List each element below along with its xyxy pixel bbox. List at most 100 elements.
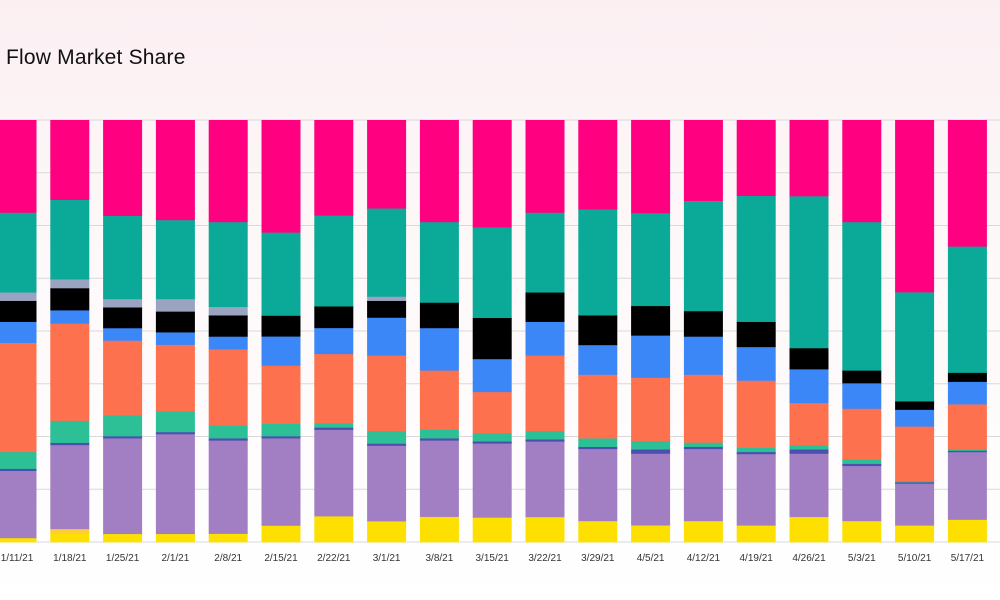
bar-segment[interactable] bbox=[0, 468, 37, 472]
bar-segment[interactable] bbox=[208, 425, 248, 439]
bar-segment[interactable] bbox=[525, 321, 565, 356]
bar-segment[interactable] bbox=[103, 298, 143, 308]
bar-segment[interactable] bbox=[736, 321, 776, 348]
bar-segment[interactable] bbox=[208, 120, 248, 223]
bar-segment[interactable] bbox=[50, 310, 90, 324]
bar-segment[interactable] bbox=[419, 516, 459, 543]
bar-segment[interactable] bbox=[947, 372, 987, 382]
bar-segment[interactable] bbox=[578, 446, 618, 450]
bar-segment[interactable] bbox=[947, 120, 987, 247]
bar-segment[interactable] bbox=[155, 298, 195, 312]
bar-segment[interactable] bbox=[155, 120, 195, 221]
bar-segment[interactable] bbox=[631, 525, 671, 543]
bar-segment[interactable] bbox=[947, 246, 987, 373]
bar-segment[interactable] bbox=[736, 525, 776, 543]
bar-segment[interactable] bbox=[947, 404, 987, 450]
bar-segment[interactable] bbox=[683, 446, 723, 450]
bar-segment[interactable] bbox=[789, 120, 829, 197]
bar-segment[interactable] bbox=[103, 415, 143, 437]
bar-segment[interactable] bbox=[842, 408, 882, 460]
bar-segment[interactable] bbox=[50, 120, 90, 200]
bar-segment[interactable] bbox=[0, 342, 37, 453]
bar-segment[interactable] bbox=[0, 451, 37, 469]
bar-segment[interactable] bbox=[155, 411, 195, 433]
bar-segment[interactable] bbox=[472, 391, 512, 434]
bar-segment[interactable] bbox=[419, 327, 459, 371]
bar-segment[interactable] bbox=[103, 307, 143, 329]
bar-segment[interactable] bbox=[50, 442, 90, 446]
bar-segment[interactable] bbox=[155, 433, 195, 535]
bar-segment[interactable] bbox=[419, 438, 459, 441]
bar-segment[interactable] bbox=[314, 422, 354, 428]
bar-segment[interactable] bbox=[314, 306, 354, 329]
bar-segment[interactable] bbox=[842, 382, 882, 409]
bar-segment[interactable] bbox=[947, 519, 987, 543]
bar-segment[interactable] bbox=[789, 516, 829, 543]
bar-segment[interactable] bbox=[736, 195, 776, 322]
bar-segment[interactable] bbox=[472, 443, 512, 518]
bar-segment[interactable] bbox=[683, 374, 723, 443]
bar-segment[interactable] bbox=[525, 292, 565, 322]
bar-segment[interactable] bbox=[736, 447, 776, 453]
bar-segment[interactable] bbox=[419, 429, 459, 439]
bar-segment[interactable] bbox=[314, 120, 354, 216]
bar-segment[interactable] bbox=[208, 315, 248, 337]
bar-segment[interactable] bbox=[419, 370, 459, 431]
bar-segment[interactable] bbox=[947, 450, 987, 453]
bar-segment[interactable] bbox=[367, 443, 407, 446]
bar-segment[interactable] bbox=[419, 440, 459, 517]
bar-segment[interactable] bbox=[683, 448, 723, 522]
bar-segment[interactable] bbox=[367, 355, 407, 432]
bar-segment[interactable] bbox=[50, 323, 90, 421]
bar-segment[interactable] bbox=[631, 440, 671, 450]
bar-segment[interactable] bbox=[155, 219, 195, 300]
bar-segment[interactable] bbox=[472, 432, 512, 442]
bar-segment[interactable] bbox=[947, 381, 987, 405]
bar-segment[interactable] bbox=[155, 533, 195, 543]
bar-segment[interactable] bbox=[314, 427, 354, 430]
bar-segment[interactable] bbox=[155, 332, 195, 345]
bar-segment[interactable] bbox=[50, 444, 90, 530]
bar-segment[interactable] bbox=[578, 448, 618, 522]
bar-segment[interactable] bbox=[895, 483, 935, 526]
bar-segment[interactable] bbox=[683, 442, 723, 447]
bar-segment[interactable] bbox=[736, 453, 776, 526]
bar-segment[interactable] bbox=[261, 435, 301, 439]
bar-segment[interactable] bbox=[895, 291, 935, 402]
bar-segment[interactable] bbox=[0, 120, 37, 213]
bar-segment[interactable] bbox=[419, 302, 459, 329]
bar-segment[interactable] bbox=[50, 528, 90, 534]
bar-segment[interactable] bbox=[895, 120, 935, 293]
bar-segment[interactable] bbox=[103, 340, 143, 416]
bar-segment[interactable] bbox=[314, 215, 354, 307]
bar-segment[interactable] bbox=[208, 306, 248, 316]
bar-segment[interactable] bbox=[155, 431, 195, 435]
bar-segment[interactable] bbox=[578, 120, 618, 210]
bar-segment[interactable] bbox=[683, 336, 723, 375]
bar-segment[interactable] bbox=[895, 426, 935, 482]
bar-segment[interactable] bbox=[314, 516, 354, 543]
bar-segment[interactable] bbox=[631, 120, 671, 214]
bar-segment[interactable] bbox=[631, 449, 671, 454]
bar-segment[interactable] bbox=[314, 353, 354, 424]
bar-segment[interactable] bbox=[683, 120, 723, 201]
bar-segment[interactable] bbox=[525, 516, 565, 543]
bar-segment[interactable] bbox=[208, 438, 248, 441]
bar-segment[interactable] bbox=[367, 317, 407, 356]
bar-segment[interactable] bbox=[50, 199, 90, 280]
bar-segment[interactable] bbox=[895, 409, 935, 427]
bar-segment[interactable] bbox=[419, 120, 459, 223]
bar-segment[interactable] bbox=[789, 449, 829, 454]
bar-segment[interactable] bbox=[50, 287, 90, 311]
bar-segment[interactable] bbox=[631, 377, 671, 442]
bar-segment[interactable] bbox=[631, 212, 671, 307]
bar-segment[interactable] bbox=[208, 336, 248, 350]
bar-segment[interactable] bbox=[472, 441, 512, 444]
bar-segment[interactable] bbox=[103, 215, 143, 300]
bar-segment[interactable] bbox=[261, 525, 301, 543]
bar-segment[interactable] bbox=[367, 208, 407, 297]
bar-segment[interactable] bbox=[895, 401, 935, 410]
bar-segment[interactable] bbox=[947, 451, 987, 520]
bar-segment[interactable] bbox=[578, 315, 618, 346]
bar-segment[interactable] bbox=[683, 310, 723, 337]
